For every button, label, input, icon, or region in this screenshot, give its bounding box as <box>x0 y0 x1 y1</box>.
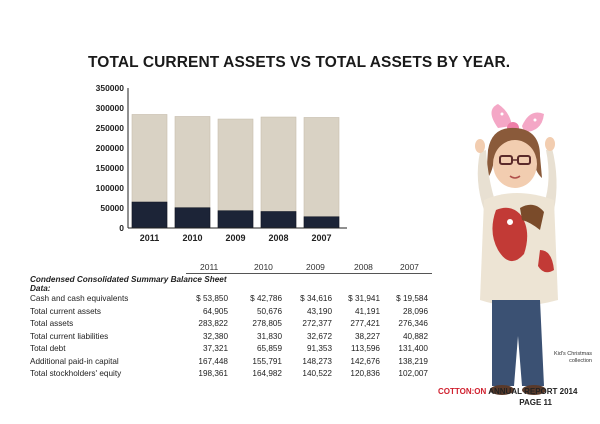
cell-value: 37,321 <box>202 344 228 353</box>
cell-value: 120,836 <box>350 369 380 378</box>
cell-value: 38,227 <box>354 331 380 341</box>
y-tick-label: 0 <box>119 223 124 233</box>
y-tick-label: 200000 <box>96 143 125 153</box>
year-header: 2008 <box>354 262 373 272</box>
row-label: Total current assets <box>30 306 101 316</box>
cell-value: 32,672 <box>306 331 332 341</box>
y-tick-label: 350000 <box>96 83 125 93</box>
cell-value: 32,380 <box>202 331 228 341</box>
cell-value: 31,830 <box>256 331 282 341</box>
cell-value: 277,421 <box>350 319 380 328</box>
cell-value: 41,191 <box>354 306 380 316</box>
bar-total-assets <box>303 117 340 229</box>
cell-value: 131,400 <box>398 344 428 353</box>
x-tick-label: 2011 <box>140 233 160 243</box>
x-tick-label: 2008 <box>268 233 288 243</box>
y-tick-label: 250000 <box>96 123 125 133</box>
row-label: Cash and cash equivalents <box>30 294 129 303</box>
cell-value: 148,273 <box>302 356 332 366</box>
cell-value: 91,353 <box>306 344 332 353</box>
cell-value: 164,982 <box>252 369 282 378</box>
table-row: Total stockholders' equity 198,361 164,982… <box>30 369 440 380</box>
row-label: Additional paid-in capital <box>30 356 119 366</box>
x-tick-label: 2009 <box>225 233 245 243</box>
cell-value: 198,361 <box>198 369 228 378</box>
photo-caption: Kid's Christmas collection <box>553 351 592 364</box>
year-header: 2011 <box>200 262 219 272</box>
bar-current-assets <box>174 207 211 229</box>
x-tick-label: 2010 <box>182 233 202 243</box>
brand-name: COTTON:ON <box>438 387 487 396</box>
cell-value: 283,822 <box>198 319 228 328</box>
cell-value: 155,791 <box>252 356 282 366</box>
cell-value: 43,190 <box>306 306 332 316</box>
year-header: 2007 <box>400 262 419 272</box>
y-tick-label: 100000 <box>96 183 125 193</box>
row-label: Total current liabilities <box>30 331 109 341</box>
table-row: Total current liabilities 32,380 31,830 32,… <box>30 332 440 343</box>
bar-current-assets <box>217 210 254 229</box>
footer-brand: COTTON:ON ANNUAL REPORT 2014 <box>438 387 577 396</box>
table-row: Cash and cash equivalents $ 53,850 $ 42,78… <box>30 294 440 305</box>
cell-value: $ 31,941 <box>348 294 380 303</box>
cell-value: 50,676 <box>256 306 282 316</box>
table-row: Additional paid-in capital 167,448 155,791… <box>30 357 440 368</box>
bar-current-assets <box>260 211 297 229</box>
cell-value: $ 19,584 <box>396 294 428 303</box>
table-year-header: 2011 2010 2009 2008 2007 <box>0 262 440 276</box>
cell-value: $ 34,616 <box>300 294 332 303</box>
row-label: Total assets <box>30 319 74 328</box>
cell-value: 276,346 <box>398 319 428 328</box>
cell-value: 40,882 <box>402 331 428 341</box>
report-title: ANNUAL REPORT 2014 <box>486 387 578 396</box>
row-label: Total debt <box>30 344 66 353</box>
y-tick-label: 50000 <box>100 203 124 213</box>
cell-value: 65,859 <box>256 344 282 353</box>
cell-value: 142,676 <box>350 356 380 366</box>
table-section-title: Condensed Consolidated Summary Balance S… <box>30 275 227 293</box>
x-tick-label: 2007 <box>311 233 331 243</box>
table-row: Total assets 283,822 278,805 272,377 277,421… <box>30 319 440 330</box>
year-header: 2010 <box>254 262 273 272</box>
cell-value: 64,905 <box>202 306 228 316</box>
chart-title: TOTAL CURRENT ASSETS VS TOTAL ASSETS BY … <box>88 54 511 71</box>
row-label: Total stockholders' equity <box>30 369 122 378</box>
cell-value: 278,805 <box>252 319 282 328</box>
bar-chart: 0 50000 100000 150000 200000 250000 300000 3500… <box>96 83 347 243</box>
cell-value: 102,007 <box>398 369 428 378</box>
cell-value: 28,096 <box>402 306 428 316</box>
cell-value: 140,522 <box>302 369 332 378</box>
bar-current-assets <box>303 216 340 229</box>
bar-current-assets <box>131 201 168 229</box>
y-tick-label: 150000 <box>96 163 125 173</box>
cell-value: 272,377 <box>302 319 332 328</box>
cell-value: 167,448 <box>198 356 228 366</box>
page-number: PAGE 11 <box>519 398 552 407</box>
child-photo <box>475 104 558 395</box>
table-header-rule <box>186 273 432 274</box>
cell-value: 138,219 <box>398 356 428 366</box>
bar-total-assets <box>217 118 254 229</box>
cell-value: $ 42,786 <box>250 294 282 303</box>
cell-value: 113,596 <box>351 344 380 353</box>
table-row: Total debt 37,321 65,859 91,353 113,596 131,4… <box>30 344 440 355</box>
bar-total-assets <box>260 116 297 229</box>
y-tick-label: 300000 <box>96 103 125 113</box>
table-row: Total current assets 64,905 50,676 43,190 41… <box>30 307 440 318</box>
cell-value: $ 53,850 <box>196 294 228 303</box>
year-header: 2009 <box>306 262 325 272</box>
